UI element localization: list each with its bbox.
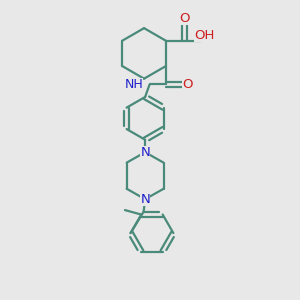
Text: OH: OH [194,29,214,42]
Text: O: O [182,78,193,91]
Text: N: N [140,193,150,206]
Text: O: O [179,12,190,25]
Text: N: N [140,146,150,159]
Text: NH: NH [124,78,143,91]
